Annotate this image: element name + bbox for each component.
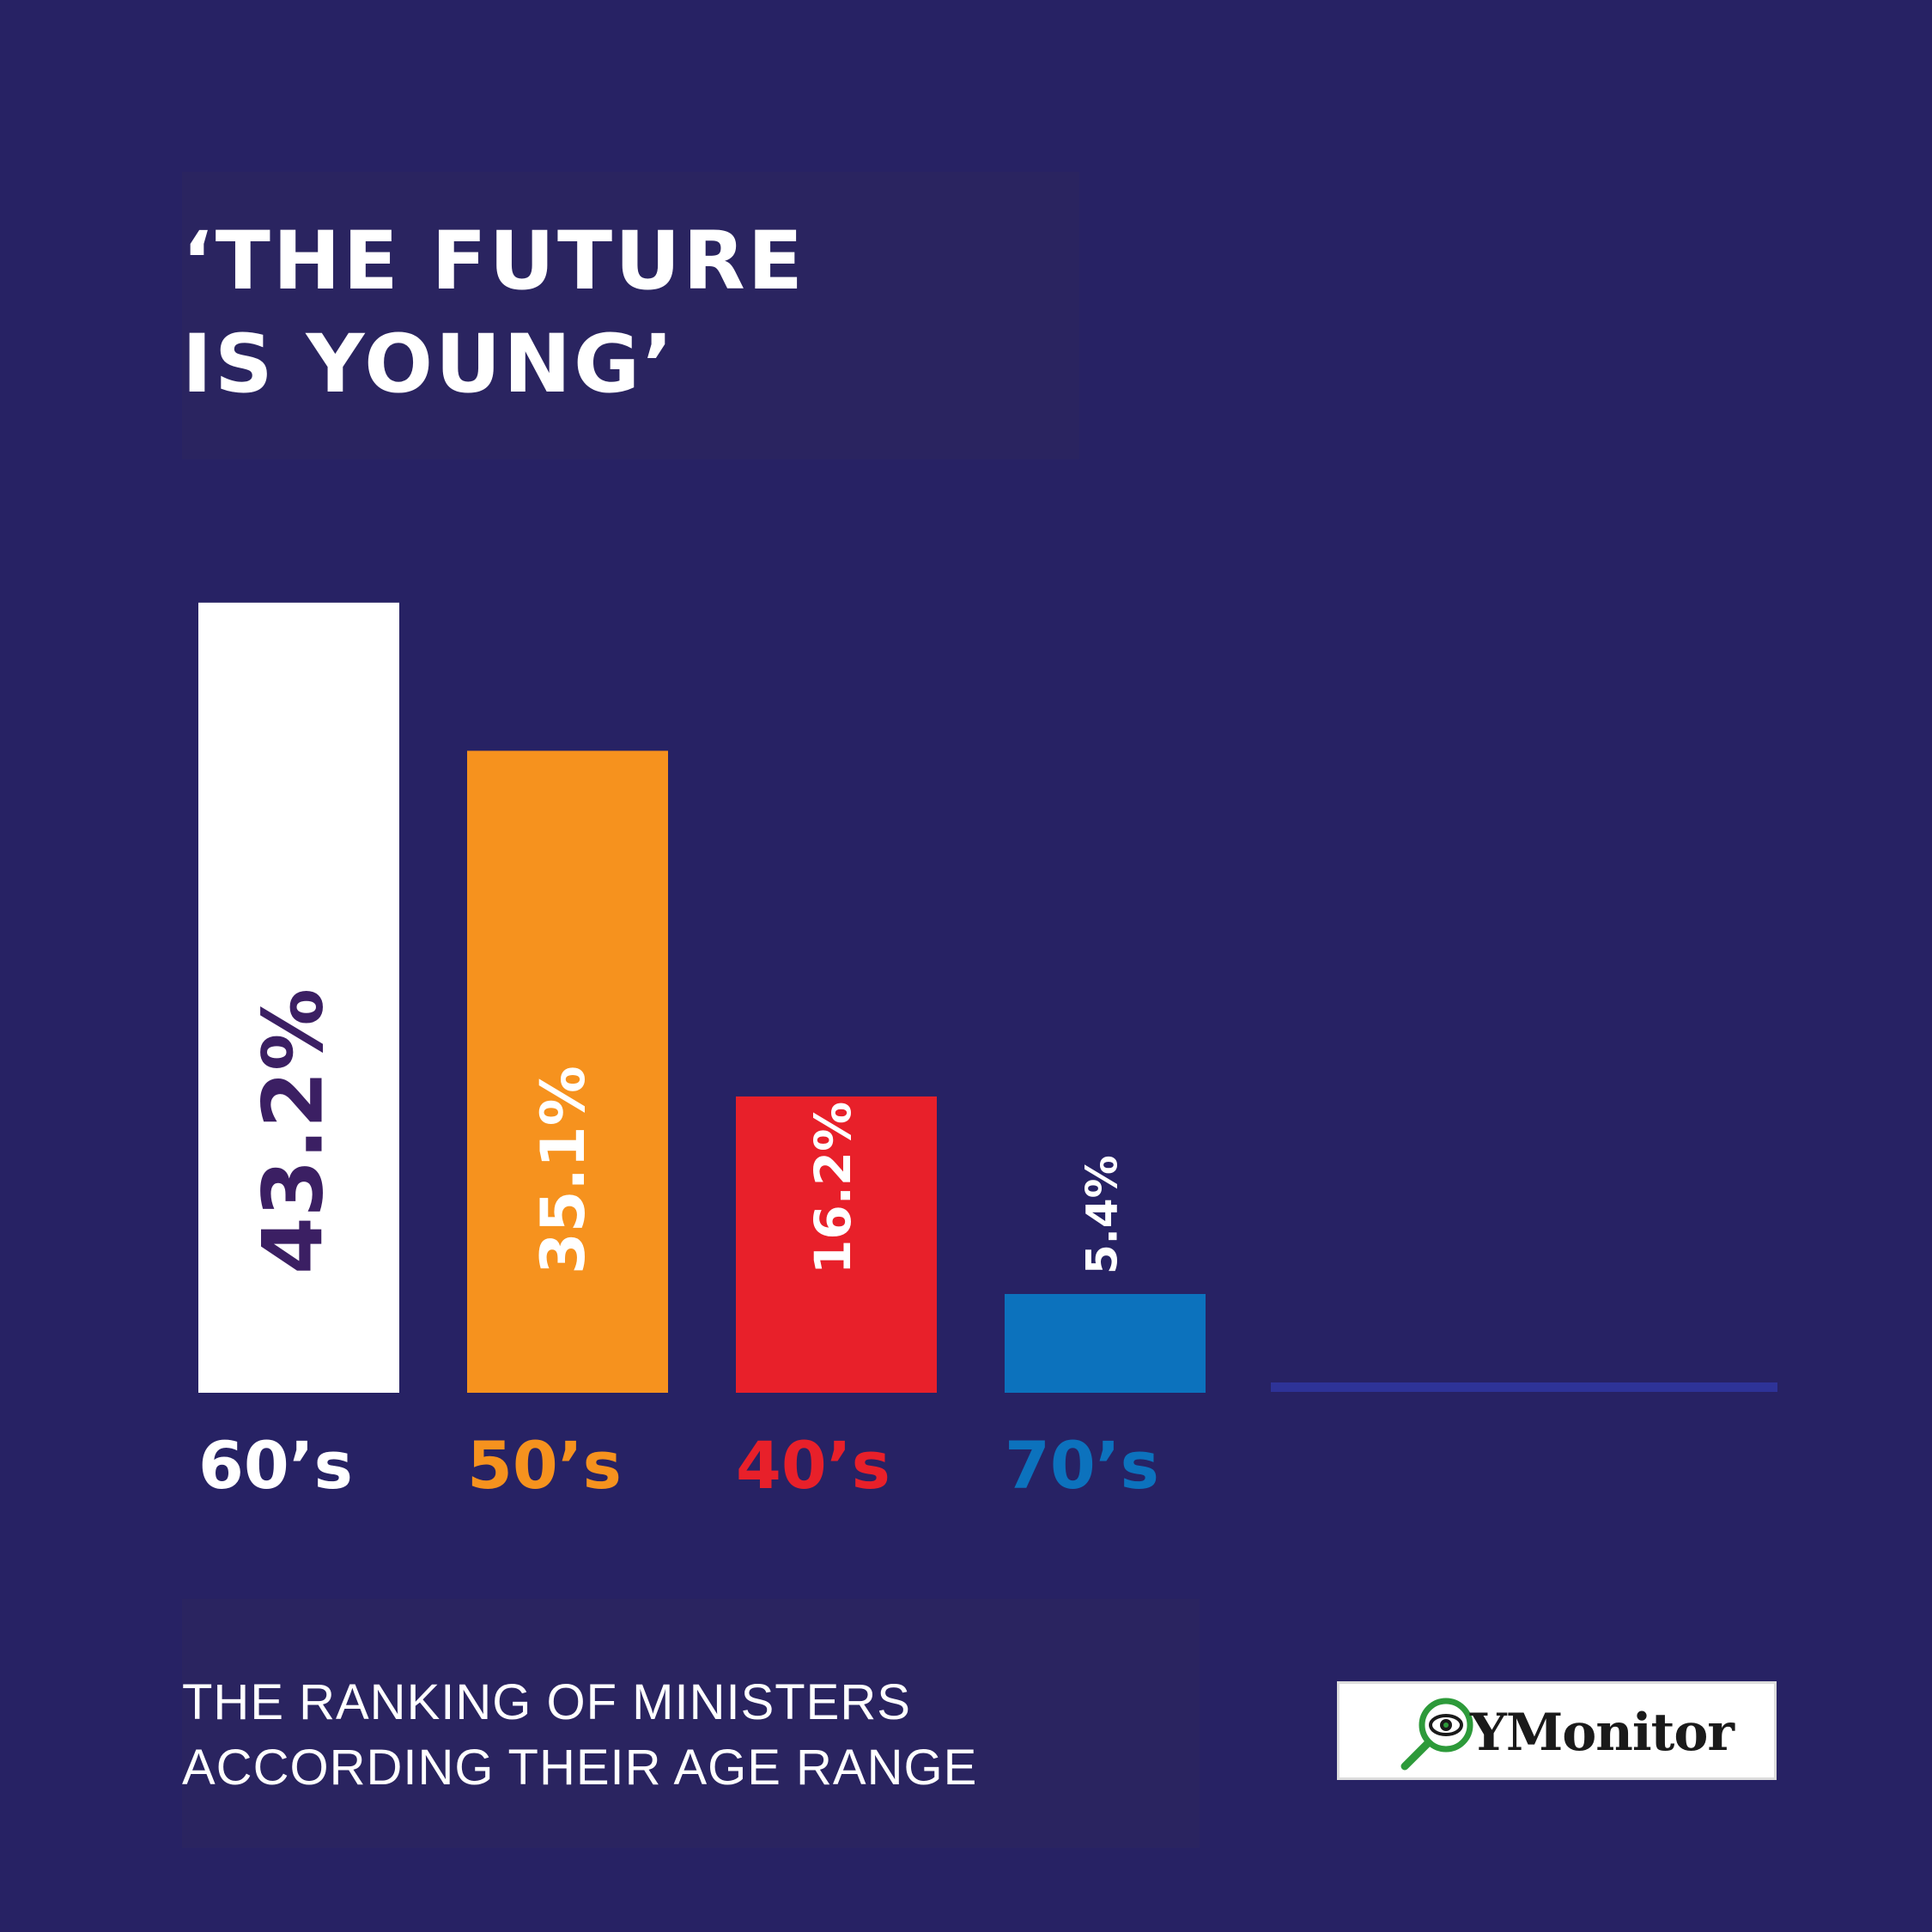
subtitle-panel <box>182 1599 1200 1848</box>
chart-title-line-1: ‘THE FUTURE <box>182 215 806 308</box>
chart-title: ‘THE FUTURE IS YOUNG’ <box>182 210 805 416</box>
chart-subtitle: THE RANKING OF MINISTERS ACCORDING THEIR… <box>182 1670 977 1801</box>
bar-2 <box>467 750 668 1393</box>
ymonitor-logo: YMonitor <box>1337 1681 1777 1780</box>
bar-4 <box>1005 1293 1206 1393</box>
value-label-4: 5.4% <box>1078 1155 1127 1274</box>
bar-1 <box>198 602 399 1393</box>
chart-title-line-2: IS YOUNG’ <box>182 318 676 411</box>
chart-subtitle-line-1: THE RANKING OF MINISTERS <box>182 1674 911 1730</box>
category-label-4: 70’s <box>1005 1427 1159 1504</box>
logo-text: YMonitor <box>1470 1703 1735 1763</box>
category-label-2: 50’s <box>467 1427 622 1504</box>
category-label-3: 40’s <box>736 1427 890 1504</box>
value-label-2: 35.1% <box>528 1066 598 1274</box>
value-label-1: 43.2% <box>245 988 341 1274</box>
value-label-3: 16.2% <box>804 1102 862 1274</box>
bar-3 <box>736 1096 937 1393</box>
magnifier-eye-icon <box>1400 1698 1473 1771</box>
title-panel <box>182 172 1079 459</box>
chart-subtitle-line-2: ACCORDING THEIR AGE RANGE <box>182 1740 978 1795</box>
category-label-1: 60’s <box>198 1427 353 1504</box>
baseline <box>1271 1382 1777 1392</box>
